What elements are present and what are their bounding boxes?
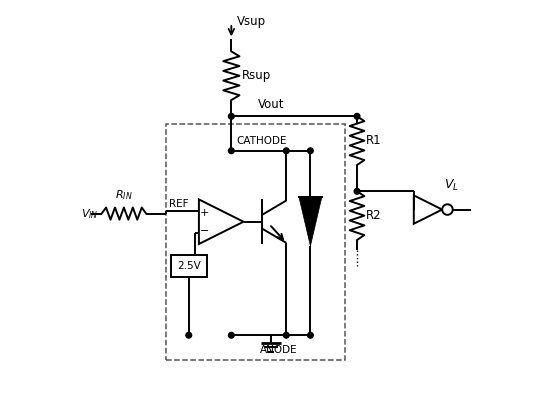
Text: $V_L$: $V_L$ [444,178,459,193]
Circle shape [307,332,313,338]
Text: REF: REF [169,199,188,208]
Text: $V_{IN}$: $V_{IN}$ [81,207,99,221]
Polygon shape [299,197,322,246]
Circle shape [228,113,234,119]
Text: Vsup: Vsup [237,14,266,28]
Text: Rsup: Rsup [241,69,270,82]
Text: Vout: Vout [258,99,284,111]
Circle shape [354,113,360,119]
Circle shape [283,148,289,154]
Circle shape [228,332,234,338]
Circle shape [228,148,234,154]
Circle shape [186,332,192,338]
Circle shape [354,189,360,194]
Bar [171,255,207,277]
Text: +: + [199,208,209,218]
Text: $R_{IN}$: $R_{IN}$ [115,189,133,202]
Text: ANODE: ANODE [260,345,298,356]
Circle shape [307,148,313,154]
Text: −: − [199,226,209,236]
Text: CATHODE: CATHODE [237,136,287,146]
Text: R1: R1 [366,134,381,147]
Text: R2: R2 [366,209,381,222]
Text: 2.5V: 2.5V [177,261,200,271]
Circle shape [283,332,289,338]
Bar [166,125,345,360]
